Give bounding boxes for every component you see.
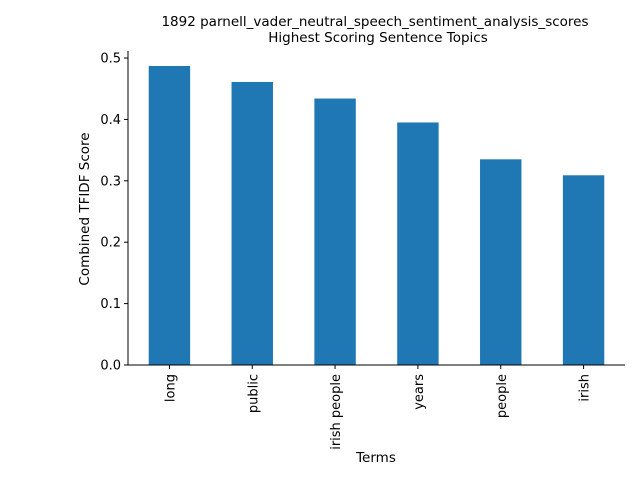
y-axis-label: Combined TFIDF Score	[77, 132, 93, 285]
x-axis-label: Terms	[355, 450, 396, 466]
x-tick-label: irish	[578, 374, 593, 402]
bar-public	[231, 81, 273, 366]
y-tick-label: 0.0	[100, 359, 121, 374]
bars-group	[148, 65, 605, 366]
chart-subtitle: Highest Scoring Sentence Topics	[268, 30, 488, 46]
chart-title: 1892 parnell_vader_neutral_speech_sentim…	[161, 14, 588, 30]
x-tick-label: years	[412, 374, 427, 410]
x-tick-label: people	[495, 374, 510, 418]
x-tick-label: long	[163, 374, 178, 402]
bar-years	[397, 122, 439, 365]
y-tick-label: 0.5	[100, 52, 121, 67]
axes-group: long public irish people years people irish 0.…	[100, 51, 625, 450]
bar-people	[480, 159, 522, 365]
y-tick-label: 0.3	[100, 174, 121, 189]
bar-irish-people	[314, 98, 356, 366]
bar-irish	[562, 175, 605, 365]
bar-long	[148, 65, 191, 366]
y-tick-label: 0.1	[100, 297, 121, 312]
y-tick-label: 0.4	[100, 113, 121, 128]
x-tick-label: public	[246, 374, 261, 413]
y-tick-label: 0.2	[100, 236, 121, 251]
x-tick-label: irish people	[329, 374, 344, 450]
